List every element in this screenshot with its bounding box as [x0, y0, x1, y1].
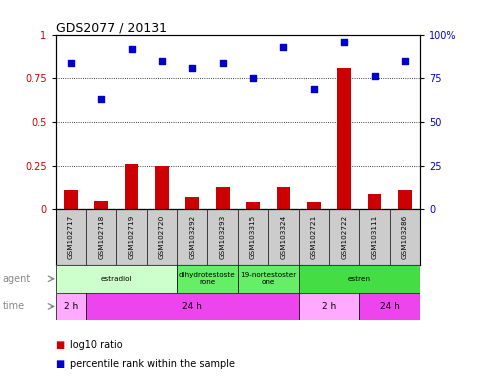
Text: dihydrotestoste
rone: dihydrotestoste rone: [179, 272, 236, 285]
Text: GSM102721: GSM102721: [311, 215, 317, 259]
Text: 2 h: 2 h: [64, 302, 78, 311]
Text: estren: estren: [348, 276, 371, 282]
Text: GSM102722: GSM102722: [341, 215, 347, 259]
Point: [401, 58, 409, 64]
Text: GSM103324: GSM103324: [281, 215, 286, 259]
Bar: [155, 166, 169, 209]
Bar: [185, 197, 199, 209]
Bar: [246, 202, 260, 209]
Bar: [56, 293, 86, 320]
Bar: [359, 293, 420, 320]
Bar: [398, 190, 412, 209]
Bar: [125, 164, 138, 209]
Bar: [277, 187, 290, 209]
Text: 2 h: 2 h: [322, 302, 336, 311]
Bar: [86, 293, 298, 320]
Text: GSM103315: GSM103315: [250, 215, 256, 259]
Point: [67, 60, 74, 66]
Text: percentile rank within the sample: percentile rank within the sample: [70, 359, 235, 369]
Text: GSM102719: GSM102719: [128, 215, 135, 259]
Bar: [298, 265, 420, 293]
Text: ■: ■: [56, 340, 65, 350]
Point: [310, 86, 318, 92]
Point: [128, 45, 135, 51]
Point: [188, 65, 196, 71]
Text: GSM103293: GSM103293: [220, 215, 226, 259]
Text: log10 ratio: log10 ratio: [70, 340, 123, 350]
Bar: [216, 187, 229, 209]
Bar: [307, 202, 321, 209]
Text: 24 h: 24 h: [183, 302, 202, 311]
Text: GSM103292: GSM103292: [189, 215, 195, 259]
Text: 19-nortestoster
one: 19-nortestoster one: [240, 272, 297, 285]
Text: agent: agent: [2, 274, 30, 284]
Text: GSM102717: GSM102717: [68, 215, 74, 259]
Point: [280, 44, 287, 50]
Text: GSM103286: GSM103286: [402, 215, 408, 259]
Text: time: time: [2, 301, 25, 311]
Bar: [368, 194, 382, 209]
Text: estradiol: estradiol: [100, 276, 132, 282]
Point: [341, 38, 348, 45]
Text: GSM102718: GSM102718: [98, 215, 104, 259]
Text: 24 h: 24 h: [380, 302, 400, 311]
Text: GSM103111: GSM103111: [371, 215, 378, 259]
Bar: [94, 200, 108, 209]
Bar: [298, 293, 359, 320]
Bar: [64, 190, 78, 209]
Bar: [177, 265, 238, 293]
Point: [219, 60, 227, 66]
Point: [249, 75, 257, 81]
Bar: [238, 265, 298, 293]
Text: GDS2077 / 20131: GDS2077 / 20131: [56, 22, 167, 35]
Text: GSM102720: GSM102720: [159, 215, 165, 259]
Point: [371, 73, 379, 79]
Bar: [338, 68, 351, 209]
Bar: [56, 265, 177, 293]
Point: [97, 96, 105, 102]
Text: ■: ■: [56, 359, 65, 369]
Point: [158, 58, 166, 64]
